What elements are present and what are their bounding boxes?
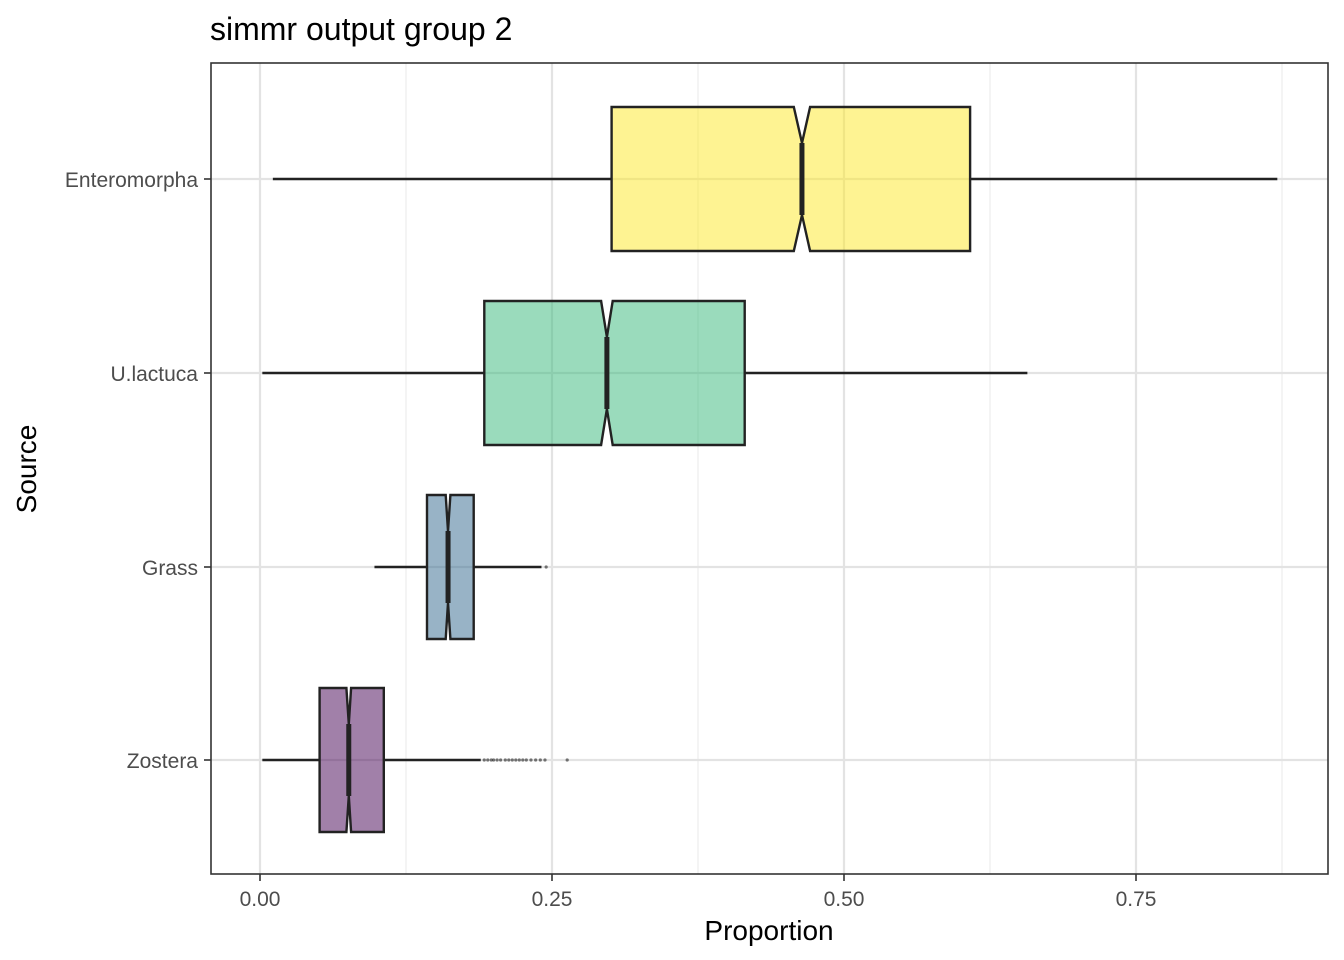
x-tick-label: 0.25 bbox=[532, 888, 573, 911]
y-tick-label: Zostera bbox=[127, 750, 199, 773]
y-tick-label: U.lactuca bbox=[110, 363, 198, 386]
outlier-point bbox=[507, 758, 511, 762]
x-tick-label: 0.75 bbox=[1116, 888, 1157, 911]
panel-border bbox=[210, 62, 1329, 875]
y-tick-label: Grass bbox=[142, 557, 198, 580]
outlier-point bbox=[482, 758, 486, 762]
outlier-point bbox=[495, 758, 499, 762]
outlier-point bbox=[529, 758, 533, 762]
y-axis-title: Source bbox=[11, 425, 42, 514]
x-tick-label: 0.00 bbox=[240, 888, 281, 911]
y-axis: Enteromorpha U.lactuca Grass Zostera bbox=[65, 169, 211, 773]
outlier-point bbox=[538, 758, 542, 762]
outlier-point bbox=[543, 758, 547, 762]
x-axis-title: Proportion bbox=[704, 915, 833, 946]
outlier-point bbox=[524, 758, 528, 762]
outlier-point bbox=[492, 758, 496, 762]
outlier-point bbox=[565, 758, 569, 762]
box-body bbox=[610, 105, 972, 253]
box-enteromorpha bbox=[272, 105, 1278, 253]
outlier-point bbox=[534, 758, 538, 762]
x-tick-label: 0.50 bbox=[824, 888, 865, 911]
outlier-point bbox=[503, 758, 507, 762]
box-zostera bbox=[262, 686, 569, 834]
outlier-point bbox=[486, 758, 490, 762]
outlier-point bbox=[510, 758, 514, 762]
x-axis: 0.00 0.25 0.50 0.75 bbox=[240, 874, 1157, 911]
box-body bbox=[483, 299, 746, 447]
y-tick-label: Enteromorpha bbox=[65, 169, 198, 192]
outlier-point bbox=[521, 758, 525, 762]
outlier-point bbox=[517, 758, 521, 762]
box-grass bbox=[374, 493, 548, 641]
box-u-lactuca bbox=[262, 299, 1028, 447]
outlier-point bbox=[514, 758, 518, 762]
chart-title: simmr output group 2 bbox=[210, 11, 512, 47]
outlier-point bbox=[499, 758, 503, 762]
box-series bbox=[262, 105, 1278, 834]
outlier-point bbox=[489, 758, 493, 762]
box-body bbox=[318, 686, 385, 834]
outlier-point bbox=[544, 565, 548, 569]
